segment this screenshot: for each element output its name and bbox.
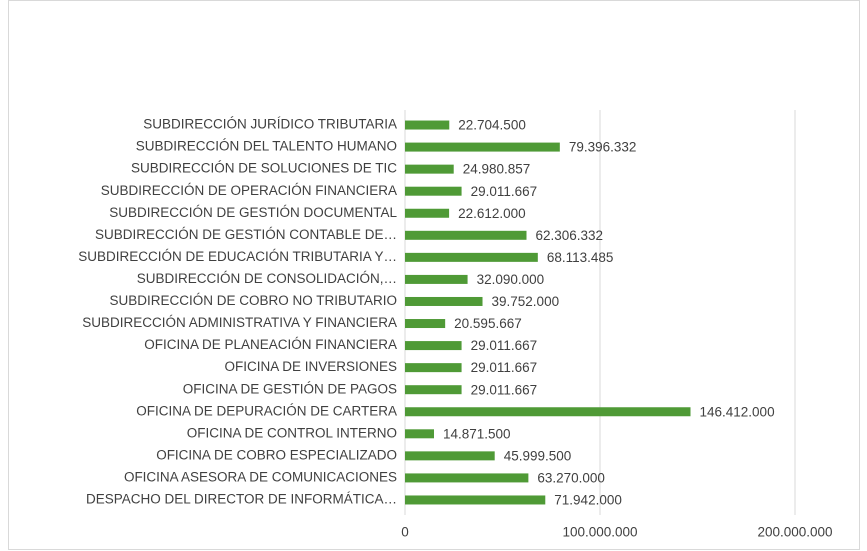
y-tick-label: SUBDIRECCIÓN ADMINISTRATIVA Y FINANCIERA [82, 315, 397, 330]
bar [405, 341, 462, 351]
y-tick-label: SUBDIRECCIÓN DE GESTIÓN CONTABLE DE… [95, 227, 397, 242]
y-tick-label: SUBDIRECCIÓN DE EDUCACIÓN TRIBUTARIA Y… [78, 249, 397, 264]
x-tick-label: 0 [401, 525, 409, 540]
y-tick-label: SUBDIRECCIÓN JURÍDICO TRIBUTARIA [143, 117, 397, 132]
data-label: 79.396.332 [569, 140, 637, 155]
bar [405, 186, 462, 196]
bar [405, 142, 560, 152]
data-label: 24.980.857 [463, 162, 531, 177]
y-tick-label: DESPACHO DEL DIRECTOR DE INFORMÁTICA… [86, 492, 397, 507]
y-tick-label: OFICINA DE PLANEACIÓN FINANCIERA [144, 337, 397, 352]
y-tick-label: SUBDIRECCIÓN DE CONSOLIDACIÓN,… [137, 271, 397, 286]
data-label: 22.704.500 [458, 118, 526, 133]
data-label: 68.113.485 [547, 250, 614, 265]
data-label: 20.595.667 [454, 316, 522, 331]
y-tick-label: OFICINA DE CONTROL INTERNO [187, 425, 397, 440]
bar [405, 230, 527, 240]
data-label: 39.752.000 [492, 294, 560, 309]
bar [405, 208, 450, 218]
y-tick-label: OFICINA DE INVERSIONES [224, 359, 397, 374]
bar [405, 296, 483, 306]
data-label: 32.090.000 [477, 272, 545, 287]
x-tick-label: 100.000.000 [562, 525, 637, 540]
y-tick-label: SUBDIRECCIÓN DEL TALENTO HUMANO [136, 139, 397, 154]
bar [405, 363, 462, 373]
bar [405, 164, 454, 174]
bar [405, 407, 691, 417]
data-label: 45.999.500 [504, 448, 572, 463]
y-tick-label: SUBDIRECCIÓN DE COBRO NO TRIBUTARIO [109, 293, 397, 308]
data-label: 146.412.000 [700, 404, 775, 419]
bar [405, 252, 538, 262]
bar [405, 274, 468, 284]
y-tick-label: OFICINA DE DEPURACIÓN DE CARTERA [136, 403, 397, 418]
x-tick-label: 200.000.000 [757, 525, 832, 540]
data-label: 29.011.667 [471, 184, 538, 199]
bar [405, 473, 529, 483]
y-tick-label: OFICINA DE GESTIÓN DE PAGOS [183, 381, 397, 396]
bar [405, 385, 462, 395]
data-label: 22.612.000 [458, 206, 526, 221]
bar [405, 495, 546, 505]
data-label: 29.011.667 [471, 338, 538, 353]
data-label: 62.306.332 [535, 228, 603, 243]
bar [405, 319, 446, 329]
y-tick-label: SUBDIRECCIÓN DE SOLUCIONES DE TIC [131, 161, 397, 176]
y-tick-label: OFICINA DE COBRO ESPECIALIZADO [156, 447, 397, 462]
y-tick-label: OFICINA ASESORA DE COMUNICACIONES [124, 469, 397, 484]
bar [405, 429, 434, 439]
data-label: 29.011.667 [471, 360, 538, 375]
bar [405, 120, 450, 130]
data-label: 63.270.000 [537, 470, 605, 485]
bar [405, 451, 495, 461]
data-label: 71.942.000 [554, 493, 622, 508]
data-label: 14.871.500 [443, 426, 511, 441]
data-label: 29.011.667 [471, 382, 538, 397]
y-tick-label: SUBDIRECCIÓN DE GESTIÓN DOCUMENTAL [109, 205, 397, 220]
y-tick-label: SUBDIRECCIÓN DE OPERACIÓN FINANCIERA [101, 183, 397, 198]
